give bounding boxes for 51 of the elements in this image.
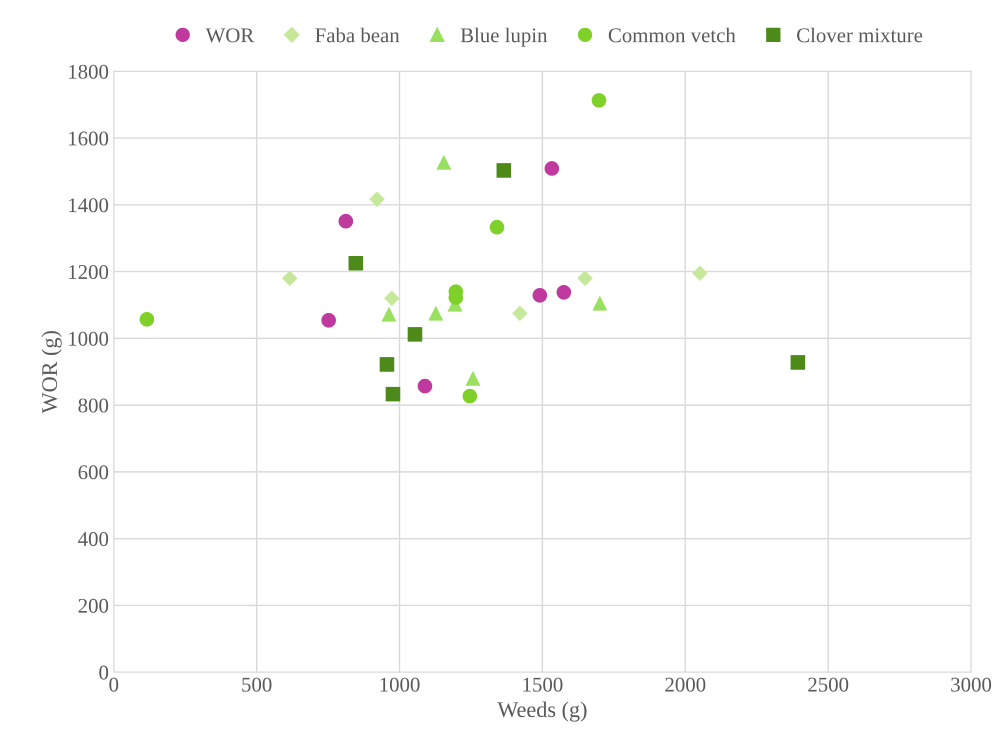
y-tick-label: 600 <box>78 465 108 480</box>
x-tick-label: 1000 <box>380 678 420 692</box>
y-tick-label: 1200 <box>69 264 108 280</box>
point <box>462 388 478 404</box>
point <box>140 312 154 327</box>
point <box>490 220 504 235</box>
point <box>496 163 512 178</box>
point <box>408 327 422 342</box>
legend-label: Common vetch <box>608 28 736 42</box>
legend-label: Clover mixture <box>797 28 922 42</box>
point <box>386 386 400 402</box>
point <box>436 155 452 170</box>
point <box>466 371 480 386</box>
y-tick-label: 800 <box>78 398 108 413</box>
y-tick-label: 200 <box>78 598 108 613</box>
legend-label: Blue lupin <box>460 28 548 47</box>
point <box>282 270 298 286</box>
point <box>592 296 608 311</box>
y-axis-title: WOR (g) <box>41 331 62 414</box>
legend-label: WOR <box>206 28 254 42</box>
point <box>577 270 593 286</box>
y-tick-label: 1600 <box>69 131 108 146</box>
x-tick-label: 2500 <box>808 678 848 692</box>
point <box>384 290 400 306</box>
point <box>338 214 354 229</box>
point <box>428 306 444 321</box>
legend-label: Faba bean <box>315 28 400 42</box>
point <box>790 355 806 370</box>
y-tick-label: 400 <box>78 532 108 546</box>
y-tick-label: 1000 <box>69 332 108 346</box>
point <box>380 357 394 372</box>
point <box>512 306 528 321</box>
point <box>556 285 572 300</box>
x-tick-label: 3000 <box>951 678 992 692</box>
x-tick-label: 500 <box>242 678 272 692</box>
x-tick-label: 2000 <box>665 678 706 692</box>
point <box>544 161 560 176</box>
point <box>532 288 548 303</box>
point <box>369 192 385 207</box>
x-axis-title: Weeds (g) <box>497 701 587 722</box>
point <box>692 266 708 281</box>
point <box>592 93 606 108</box>
x-tick-label: 0 <box>109 678 118 692</box>
y-tick-label: 1400 <box>69 198 108 212</box>
point <box>321 313 336 328</box>
point <box>418 378 432 394</box>
y-tick-label: 1800 <box>69 64 108 79</box>
point <box>348 256 364 271</box>
y-tick-label: 0 <box>99 666 108 680</box>
x-tick-label: 1500 <box>523 678 562 692</box>
point <box>382 307 396 322</box>
